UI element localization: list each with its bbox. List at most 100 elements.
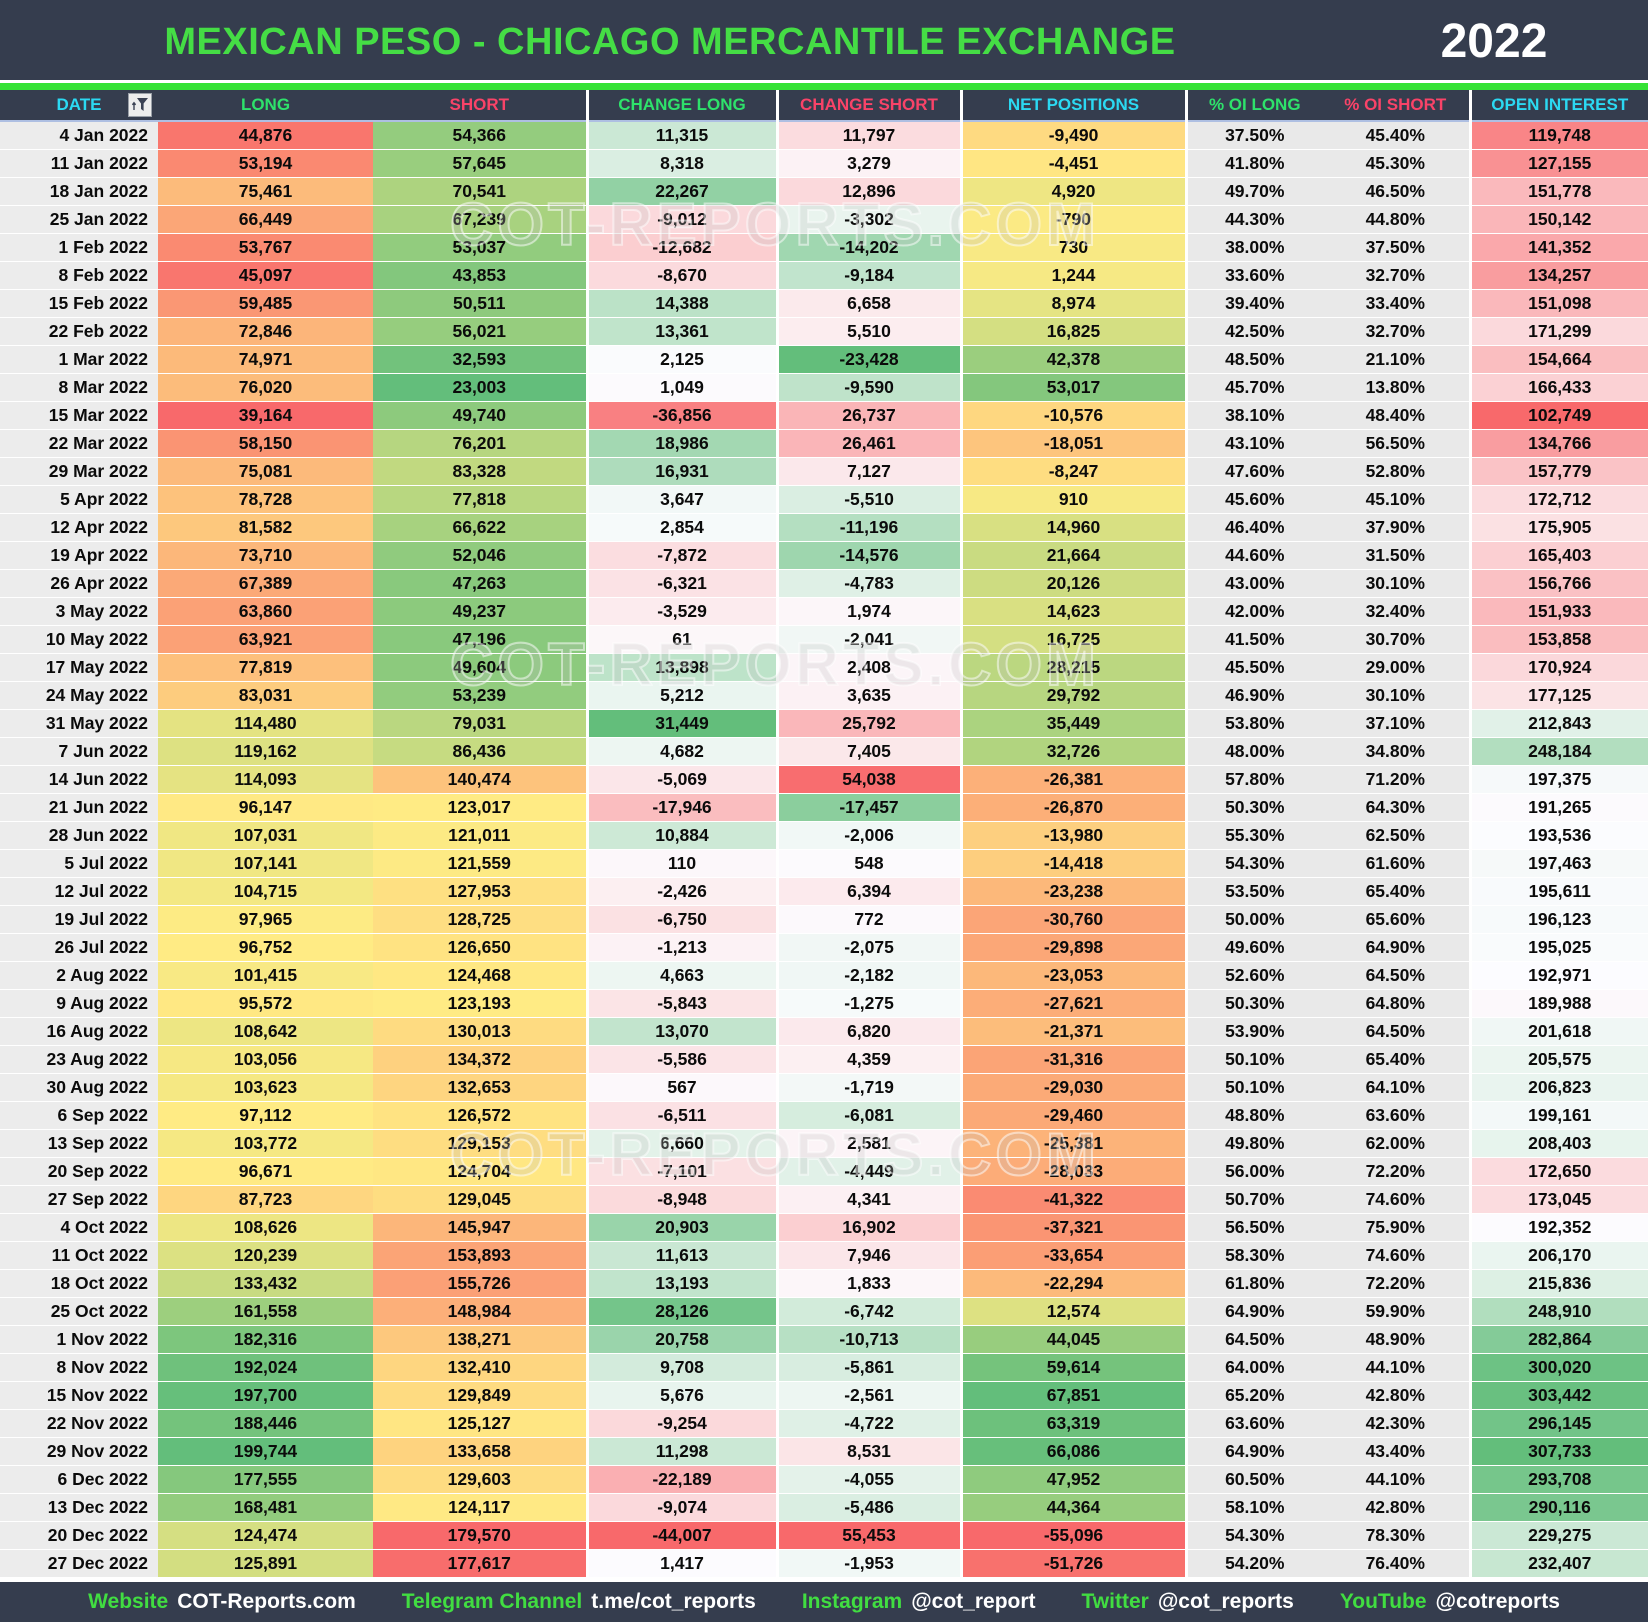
cell-oi_short: 21.10%	[1322, 345, 1470, 374]
cell-change_short: -2,006	[775, 821, 961, 850]
cell-oi_long: 50.30%	[1184, 989, 1322, 1018]
cell-change_short: 7,946	[775, 1241, 961, 1270]
cell-change_long: -9,012	[585, 205, 777, 234]
cell-date: 8 Nov 2022	[0, 1353, 158, 1382]
cell-net: 730	[959, 233, 1186, 262]
cell-long: 133,432	[158, 1269, 373, 1298]
cell-change_long: 567	[585, 1073, 777, 1102]
cell-net: -8,247	[959, 457, 1186, 486]
cell-short: 66,622	[373, 513, 587, 542]
column-header-label: % OI LONG	[1208, 95, 1301, 114]
cell-change_long: -6,321	[585, 569, 777, 598]
cell-net: 29,792	[959, 681, 1186, 710]
cell-change_short: 5,510	[775, 317, 961, 346]
column-header-short: SHORT	[373, 90, 587, 122]
cell-change_short: -17,457	[775, 793, 961, 822]
cell-short: 67,239	[373, 205, 587, 234]
cell-net: -23,238	[959, 877, 1186, 906]
table-row: 18 Jan 2022 75,461 70,541 22,267 12,896 4,920…	[0, 177, 1648, 206]
cell-change_short: -6,742	[775, 1297, 961, 1326]
cell-net: -4,451	[959, 149, 1186, 178]
cell-net: 8,974	[959, 289, 1186, 318]
cell-oi_short: 72.20%	[1322, 1269, 1470, 1298]
cell-change_short: 1,974	[775, 597, 961, 626]
table-row: 20 Dec 2022 124,474 179,570 -44,007 55,453 -5…	[0, 1521, 1648, 1550]
cell-change_long: 4,682	[585, 737, 777, 766]
cell-change_long: 11,613	[585, 1241, 777, 1270]
cell-open_interest: 296,145	[1468, 1409, 1648, 1438]
cell-oi_long: 50.70%	[1184, 1185, 1322, 1214]
footer-item-value: t.me/cot_reports	[591, 1590, 756, 1613]
cell-change_short: -2,182	[775, 961, 961, 990]
table-row: 10 May 2022 63,921 47,196 61 -2,041 16,725 41.…	[0, 625, 1648, 654]
cell-change_long: -5,586	[585, 1045, 777, 1074]
filter-icon[interactable]	[128, 93, 152, 117]
cell-long: 39,164	[158, 401, 373, 430]
cell-net: -25,381	[959, 1129, 1186, 1158]
cell-change_long: 1,049	[585, 373, 777, 402]
cell-short: 132,410	[373, 1353, 587, 1382]
table-row: 30 Aug 2022 103,623 132,653 567 -1,719 -29,03…	[0, 1073, 1648, 1102]
cell-change_long: 2,854	[585, 513, 777, 542]
cell-open_interest: 197,463	[1468, 849, 1648, 878]
cell-change_long: -44,007	[585, 1521, 777, 1550]
column-header-net: NET POSITIONS	[959, 90, 1186, 122]
table-row: 15 Feb 2022 59,485 50,511 14,388 6,658 8,974 3…	[0, 289, 1648, 318]
cell-long: 75,081	[158, 457, 373, 486]
cell-oi_long: 54.30%	[1184, 1521, 1322, 1550]
cell-date: 17 May 2022	[0, 653, 158, 682]
cell-change_short: -14,576	[775, 541, 961, 570]
table-row: 19 Apr 2022 73,710 52,046 -7,872 -14,576 21,6…	[0, 541, 1648, 570]
cell-oi_short: 62.50%	[1322, 821, 1470, 850]
cell-net: -27,621	[959, 989, 1186, 1018]
table-row: 29 Mar 2022 75,081 83,328 16,931 7,127 -8,247…	[0, 457, 1648, 486]
table-row: 26 Jul 2022 96,752 126,650 -1,213 -2,075 -29,…	[0, 933, 1648, 962]
cell-net: 1,244	[959, 261, 1186, 290]
table-row: 8 Nov 2022 192,024 132,410 9,708 -5,861 59,61…	[0, 1353, 1648, 1382]
table-row: 8 Mar 2022 76,020 23,003 1,049 -9,590 53,017 4…	[0, 373, 1648, 402]
cell-open_interest: 196,123	[1468, 905, 1648, 934]
cell-change_short: 4,359	[775, 1045, 961, 1074]
table-row: 1 Nov 2022 182,316 138,271 20,758 -10,713 44,…	[0, 1325, 1648, 1354]
cell-net: -29,030	[959, 1073, 1186, 1102]
cell-net: 14,623	[959, 597, 1186, 626]
cell-change_short: -1,953	[775, 1549, 961, 1578]
cell-short: 70,541	[373, 177, 587, 206]
cell-oi_long: 46.40%	[1184, 513, 1322, 542]
cell-oi_short: 42.80%	[1322, 1381, 1470, 1410]
cell-oi_short: 71.20%	[1322, 765, 1470, 794]
cell-short: 124,468	[373, 961, 587, 990]
cell-oi_long: 38.10%	[1184, 401, 1322, 430]
cell-short: 140,474	[373, 765, 587, 794]
cell-oi_short: 32.70%	[1322, 317, 1470, 346]
cell-date: 4 Jan 2022	[0, 121, 158, 150]
cell-oi_short: 72.20%	[1322, 1157, 1470, 1186]
table-row: 4 Jan 2022 44,876 54,366 11,315 11,797 -9,490…	[0, 121, 1648, 150]
footer-item-label: YouTube	[1339, 1590, 1427, 1613]
cell-change_long: 5,212	[585, 681, 777, 710]
cell-change_short: 11,797	[775, 121, 961, 150]
cell-open_interest: 151,778	[1468, 177, 1648, 206]
cell-change_long: 4,663	[585, 961, 777, 990]
cell-short: 145,947	[373, 1213, 587, 1242]
cell-date: 12 Apr 2022	[0, 513, 158, 542]
cell-change_short: -2,041	[775, 625, 961, 654]
cell-date: 1 Feb 2022	[0, 233, 158, 262]
cell-open_interest: 165,403	[1468, 541, 1648, 570]
cell-short: 132,653	[373, 1073, 587, 1102]
cell-short: 52,046	[373, 541, 587, 570]
table-row: 3 May 2022 63,860 49,237 -3,529 1,974 14,623 4…	[0, 597, 1648, 626]
cell-oi_short: 52.80%	[1322, 457, 1470, 486]
cell-open_interest: 172,712	[1468, 485, 1648, 514]
footer-item-twitter: Twitter @cot_reports	[1082, 1590, 1294, 1614]
cell-date: 29 Mar 2022	[0, 457, 158, 486]
cell-date: 3 May 2022	[0, 597, 158, 626]
cell-long: 97,965	[158, 905, 373, 934]
cell-date: 7 Jun 2022	[0, 737, 158, 766]
cell-short: 126,650	[373, 933, 587, 962]
column-header-oi_long: % OI LONG	[1184, 90, 1322, 122]
cell-net: 42,378	[959, 345, 1186, 374]
cell-net: 44,364	[959, 1493, 1186, 1522]
cell-open_interest: 215,836	[1468, 1269, 1648, 1298]
table-row: 25 Jan 2022 66,449 67,239 -9,012 -3,302 -790 4…	[0, 205, 1648, 234]
